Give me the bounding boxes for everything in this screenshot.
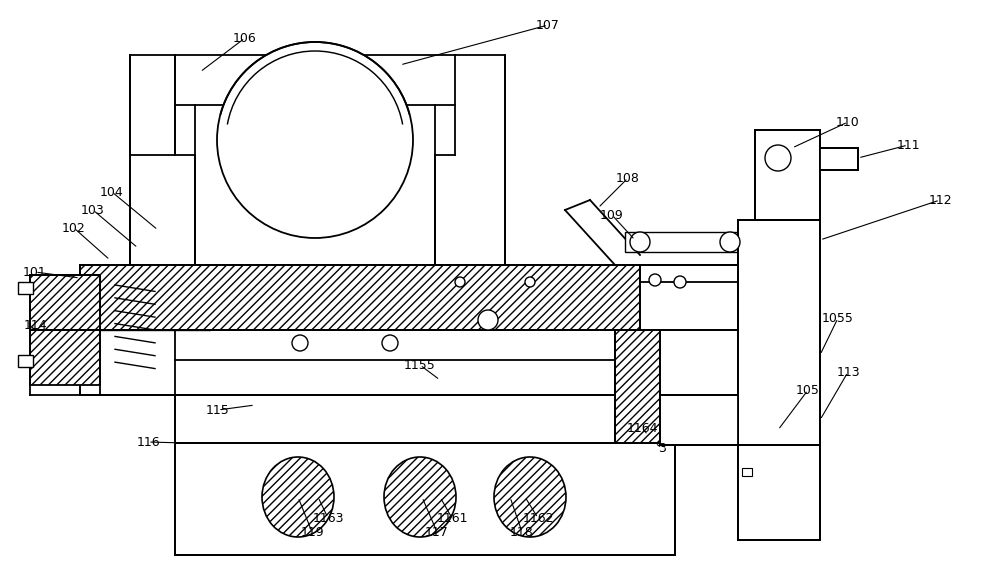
Bar [625, 232, 740, 252]
Circle shape [720, 232, 740, 252]
Text: 112: 112 [928, 194, 952, 207]
Bar [615, 330, 660, 443]
Text: 113: 113 [836, 366, 860, 379]
Circle shape [217, 42, 413, 238]
Text: 111: 111 [896, 139, 920, 151]
Circle shape [765, 145, 791, 171]
Text: 1161: 1161 [436, 511, 468, 525]
Bar [738, 445, 820, 540]
Circle shape [525, 277, 535, 287]
Bar [640, 265, 738, 330]
Text: 1162: 1162 [522, 511, 554, 525]
Text: 103: 103 [81, 204, 105, 217]
Circle shape [292, 335, 308, 351]
Circle shape [630, 232, 650, 252]
Circle shape [649, 274, 661, 286]
Text: 110: 110 [836, 116, 860, 129]
Circle shape [455, 277, 465, 287]
Ellipse shape [262, 457, 334, 537]
Bar [738, 220, 820, 445]
Text: 101: 101 [23, 265, 47, 278]
Text: 3: 3 [658, 441, 666, 454]
Bar [30, 330, 100, 385]
Circle shape [674, 276, 686, 288]
Text: 119: 119 [300, 525, 324, 538]
Ellipse shape [384, 457, 456, 537]
Circle shape [382, 335, 398, 351]
Bar [80, 265, 640, 330]
Text: 102: 102 [62, 221, 86, 234]
Text: 118: 118 [510, 525, 534, 538]
Bar [755, 130, 820, 220]
Text: 117: 117 [425, 525, 449, 538]
Bar [175, 443, 675, 555]
Text: 107: 107 [536, 19, 560, 32]
Ellipse shape [494, 457, 566, 537]
Bar [18, 282, 33, 294]
Text: 104: 104 [100, 185, 124, 198]
Text: 1155: 1155 [404, 359, 436, 372]
Bar [18, 355, 33, 367]
Bar [80, 330, 640, 395]
Text: 108: 108 [616, 171, 640, 184]
Text: 1164: 1164 [626, 421, 658, 434]
Text: 115: 115 [206, 403, 230, 417]
Bar [660, 395, 738, 445]
Bar [175, 395, 675, 443]
Text: 106: 106 [233, 32, 257, 45]
Text: 109: 109 [600, 208, 624, 221]
Text: 105: 105 [796, 383, 820, 396]
Bar [742, 468, 752, 476]
Text: 1055: 1055 [822, 312, 854, 325]
Bar [30, 275, 100, 330]
Text: 114: 114 [23, 319, 47, 332]
Text: 116: 116 [136, 436, 160, 448]
Circle shape [478, 310, 498, 330]
Bar [820, 148, 858, 170]
Text: 1163: 1163 [312, 511, 344, 525]
